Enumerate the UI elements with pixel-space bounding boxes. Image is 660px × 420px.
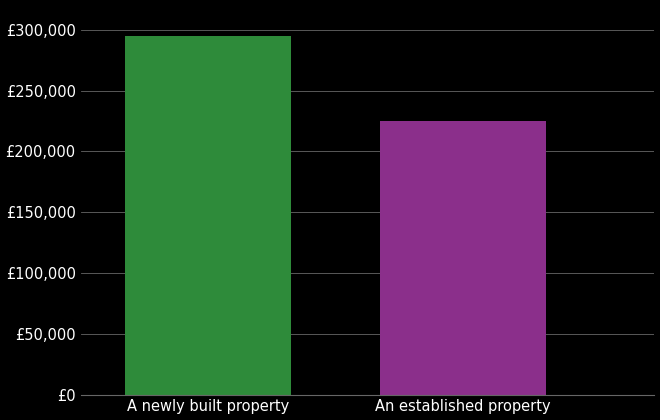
Bar (380, 121, 546, 394)
Bar (125, 36, 291, 394)
